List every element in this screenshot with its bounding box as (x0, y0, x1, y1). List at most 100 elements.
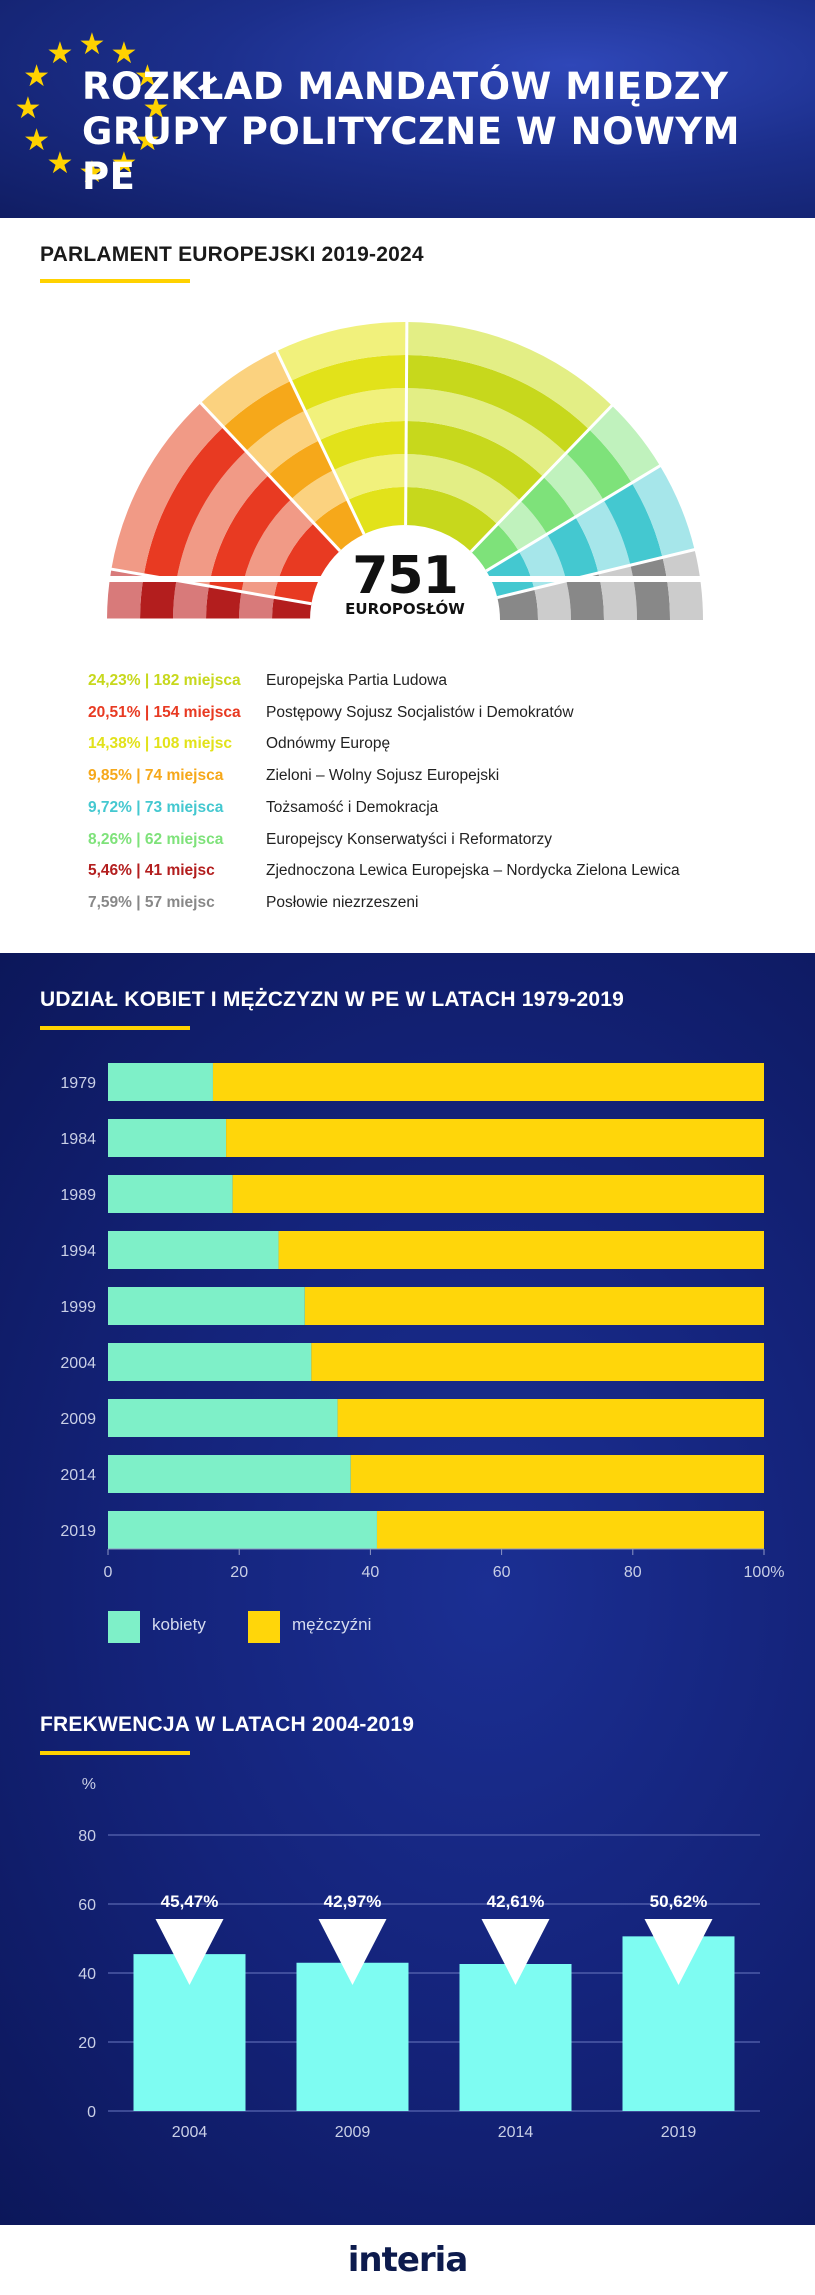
legend-label-women: kobiety (152, 1615, 206, 1634)
page-title: ROZKŁAD MANDATÓW MIĘDZY GRUPY POLITYCZNE… (82, 64, 782, 199)
star-icon: ★ (133, 60, 161, 93)
year-label: 2019 (60, 1523, 96, 1540)
y-tick-label: 60 (78, 1897, 96, 1914)
bar-women (108, 1175, 233, 1213)
pointer-triangle-icon (155, 1919, 224, 1985)
legend-party-name: Zieloni – Wolny Sojusz Europejski (266, 767, 500, 785)
dark-section: UDZIAŁ KOBIET I MĘŻCZYZN W PE W LATACH 1… (0, 953, 815, 2225)
hemicycle-segment (111, 402, 340, 604)
turnout-value-label: 45,47% (161, 1892, 219, 1911)
hemicycle-band (273, 523, 340, 604)
star-icon: ★ (46, 147, 74, 181)
hemicycle-band (223, 380, 306, 452)
legend-percentage: 9,85% | 74 miejsca (88, 767, 224, 785)
y-unit-label: % (82, 1776, 96, 1793)
legend-percentage: 24,23% | 182 miejsca (88, 672, 241, 689)
bar-women (108, 1399, 338, 1437)
hemicycle-band (534, 580, 571, 620)
section-underline (40, 1751, 190, 1755)
hemicycle-segment (276, 322, 407, 535)
hemicycle-band (518, 534, 567, 589)
x-tick-label: 40 (362, 1564, 380, 1581)
year-label: 1979 (60, 1075, 96, 1092)
year-label: 1994 (60, 1243, 96, 1260)
legend-row: 9,85% | 74 miejsca Zieloni – Wolny Sojusz… (88, 763, 499, 789)
total-label: EUROPOSŁÓW (345, 600, 465, 618)
x-tick-label: 60 (493, 1564, 511, 1581)
x-category-label: 2019 (661, 2124, 697, 2141)
bar-women (108, 1119, 227, 1157)
x-tick-label: 20 (230, 1564, 248, 1581)
hemicycle-band (319, 421, 407, 471)
bar-men (311, 1343, 764, 1381)
hemicycle-band (405, 454, 521, 525)
hemicycle-band (241, 499, 314, 598)
legend-row: 20,51% | 154 miejsca Postępowy Sojusz Soc… (88, 700, 574, 726)
hemicycle-band (176, 451, 269, 587)
hemicycle-segment (405, 322, 612, 552)
hemicycle-band (173, 580, 209, 620)
segment-divider (198, 400, 341, 552)
legend-percentage: 8,26% | 62 miejsca (88, 830, 224, 848)
hemicycle-band (239, 591, 274, 620)
hemicycle-band (347, 487, 406, 535)
bar-women (108, 1343, 312, 1381)
hemicycle-band (291, 470, 348, 524)
hemicycle-band (631, 465, 695, 558)
legend-percentage: 14,38% | 108 miejsc (88, 735, 232, 753)
legend-party-name: Odnówmy Europę (266, 735, 391, 753)
header-banner: ★ ★ ★ ★ ★ ★ ★ ★ ★ ★ ★ ★ ROZKŁAD MANDATÓW MIĘDZY GRU… (0, 0, 815, 218)
y-tick-label: 40 (78, 1966, 96, 1983)
x-category-label: 2004 (172, 2124, 208, 2141)
legend-percentage: 5,46% | 41 miejsc (88, 862, 215, 880)
hemicycle-band (598, 565, 637, 620)
hemicycle-band (406, 388, 567, 477)
turnout-bar (459, 1963, 572, 2111)
legend-swatch-men (248, 1611, 280, 1643)
legend-label-men: mężczyźni (292, 1615, 372, 1634)
section-underline (40, 279, 190, 283)
footer: interia (0, 2225, 815, 2295)
legend-row: 14,38% | 108 miejsc Odnówmy Europę (88, 731, 390, 757)
legend-row: 8,26% | 62 miejsca Europejscy Konserwatyś… (88, 827, 552, 853)
interia-logo[interactable]: interia (0, 2225, 815, 2295)
x-tick-label: 100% (744, 1564, 785, 1581)
hemicycle-band (406, 421, 544, 501)
legend-party-name: Europejska Partia Ludowa (266, 672, 447, 689)
section-title-gender: UDZIAŁ KOBIET I MĘŻCZYZN W PE W LATACH 1… (40, 988, 625, 1011)
legend-percentage: 9,72% | 73 miejsca (88, 798, 224, 816)
star-icon: ★ (78, 28, 106, 61)
legend-swatch-women (108, 1611, 140, 1643)
hemicycle-band (406, 355, 590, 454)
year-label: 1999 (60, 1299, 96, 1316)
hemicycle-band (276, 322, 407, 381)
year-label: 1984 (60, 1131, 96, 1148)
legend-percentage: 20,51% | 154 miejsca (88, 703, 241, 721)
legend-party-name: Tożsamość i Demokracja (266, 798, 439, 816)
gender-chart: 1979 1984 1989 1994 1999 2004 2009 2014 2019 0 20 4… (60, 1063, 785, 1581)
legend-row: 9,72% | 73 miejsca Tożsamość i Demokracja (88, 795, 438, 821)
bar-women (108, 1287, 305, 1325)
year-label: 2004 (60, 1355, 96, 1372)
total-seats: 751 EUROPOSŁÓW (300, 548, 510, 618)
star-icon: ★ (110, 36, 138, 70)
hemicycle-band (566, 429, 632, 500)
bar-men (350, 1455, 764, 1493)
section-title-turnout: FREKWENCJA W LATACH 2004-2019 (40, 1713, 415, 1736)
year-label: 2014 (60, 1467, 96, 1484)
star-icon: ★ (110, 147, 138, 181)
bar-women (108, 1063, 213, 1101)
segment-divider (109, 567, 312, 606)
segment-divider (469, 403, 615, 553)
star-icon: ★ (142, 92, 170, 125)
hemicycle-band (268, 440, 334, 500)
star-icon: ★ (46, 36, 74, 70)
hemicycle-band (566, 572, 604, 620)
hemicycle-band (305, 388, 407, 441)
segment-divider (485, 463, 663, 573)
legend-percentage: 7,59% | 57 miejsc (88, 893, 215, 911)
turnout-value-label: 42,97% (324, 1892, 382, 1911)
star-icon: ★ (14, 92, 42, 125)
year-label: 1989 (60, 1187, 96, 1204)
legend-party-name: Zjednoczona Lewica Europejska – Nordycka… (266, 862, 680, 880)
